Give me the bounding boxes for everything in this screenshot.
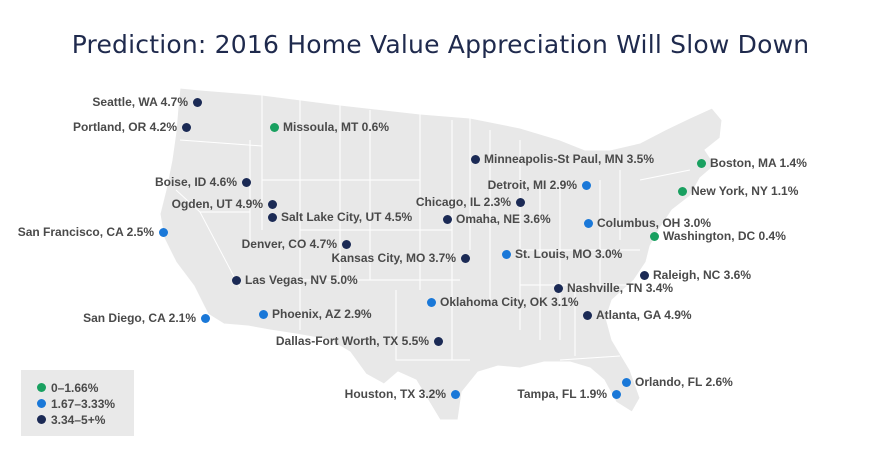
legend-dot-high bbox=[37, 415, 46, 424]
city-label: San Diego, CA 2.1% bbox=[83, 311, 196, 325]
city-dot bbox=[267, 212, 277, 222]
city-label: Phoenix, AZ 2.9% bbox=[272, 307, 372, 321]
legend-dot-low bbox=[37, 383, 46, 392]
city-dot bbox=[696, 158, 706, 168]
city-label: St. Louis, MO 3.0% bbox=[515, 247, 623, 261]
legend-label-high: 3.34–5+% bbox=[51, 413, 106, 427]
city-label: Oklahoma City, OK 3.1% bbox=[440, 295, 579, 309]
city-dot bbox=[639, 270, 649, 280]
city-label: Missoula, MT 0.6% bbox=[283, 120, 390, 134]
legend-label-mid: 1.67–3.33% bbox=[51, 397, 116, 411]
city-label: Dallas-Fort Worth, TX 5.5% bbox=[275, 334, 429, 348]
city-dot bbox=[181, 122, 191, 132]
city-dot bbox=[341, 239, 351, 249]
city-dot bbox=[611, 389, 621, 399]
city-dot bbox=[460, 253, 470, 263]
city-label: Boston, MA 1.4% bbox=[710, 156, 807, 170]
city-dot bbox=[231, 275, 241, 285]
city-dot bbox=[583, 218, 593, 228]
city-label: Denver, CO 4.7% bbox=[241, 237, 337, 251]
city-label: San Francisco, CA 2.5% bbox=[17, 225, 154, 239]
city-dot bbox=[677, 186, 687, 196]
city-dot bbox=[442, 214, 452, 224]
legend: 0–1.66% 1.67–3.33% 3.34–5+% bbox=[21, 370, 134, 436]
city-dot bbox=[241, 177, 251, 187]
city-label: Washington, DC 0.4% bbox=[663, 229, 786, 243]
city-dot bbox=[426, 297, 436, 307]
city-label: Kansas City, MO 3.7% bbox=[331, 251, 457, 265]
city-dot bbox=[450, 389, 460, 399]
city-dot bbox=[269, 122, 279, 132]
city-label: Orlando, FL 2.6% bbox=[635, 375, 733, 389]
city-dot bbox=[553, 283, 563, 293]
city-label: Columbus, OH 3.0% bbox=[597, 216, 712, 230]
city-dot bbox=[649, 231, 659, 241]
city-label: Atlanta, GA 4.9% bbox=[596, 308, 692, 322]
city-label: New York, NY 1.1% bbox=[691, 184, 799, 198]
city-dot bbox=[582, 310, 592, 320]
page-title: Prediction: 2016 Home Value Appreciation… bbox=[71, 30, 810, 59]
city-label: Minneapolis-St Paul, MN 3.5% bbox=[484, 152, 655, 166]
city-label: Seattle, WA 4.7% bbox=[92, 95, 188, 109]
legend-dot-mid bbox=[37, 399, 46, 408]
city-label: Chicago, IL 2.3% bbox=[415, 195, 511, 209]
city-label: Tampa, FL 1.9% bbox=[517, 387, 607, 401]
city-label: Las Vegas, NV 5.0% bbox=[245, 273, 358, 287]
city-dot bbox=[581, 180, 591, 190]
city-label: Portland, OR 4.2% bbox=[72, 120, 177, 134]
legend-label-low: 0–1.66% bbox=[51, 381, 99, 395]
city-label: Salt Lake City, UT 4.5% bbox=[281, 210, 413, 224]
city-dot bbox=[267, 199, 277, 209]
city-label: Raleigh, NC 3.6% bbox=[653, 268, 752, 282]
state-borders bbox=[175, 95, 691, 361]
city-dot bbox=[158, 227, 168, 237]
city-label: Boise, ID 4.6% bbox=[154, 175, 237, 189]
city-dot bbox=[433, 336, 443, 346]
city-dot bbox=[621, 377, 631, 387]
city-label: Nashville, TN 3.4% bbox=[567, 281, 674, 295]
city-dot bbox=[192, 97, 202, 107]
city-label: Omaha, NE 3.6% bbox=[456, 212, 551, 226]
city-dot bbox=[515, 197, 525, 207]
city-label: Detroit, MI 2.9% bbox=[487, 178, 577, 192]
city-dot bbox=[258, 309, 268, 319]
city-dot bbox=[501, 249, 511, 259]
city-dot bbox=[470, 154, 480, 164]
city-dot bbox=[200, 313, 210, 323]
city-label: Houston, TX 3.2% bbox=[344, 387, 446, 401]
city-label: Ogden, UT 4.9% bbox=[171, 197, 263, 211]
